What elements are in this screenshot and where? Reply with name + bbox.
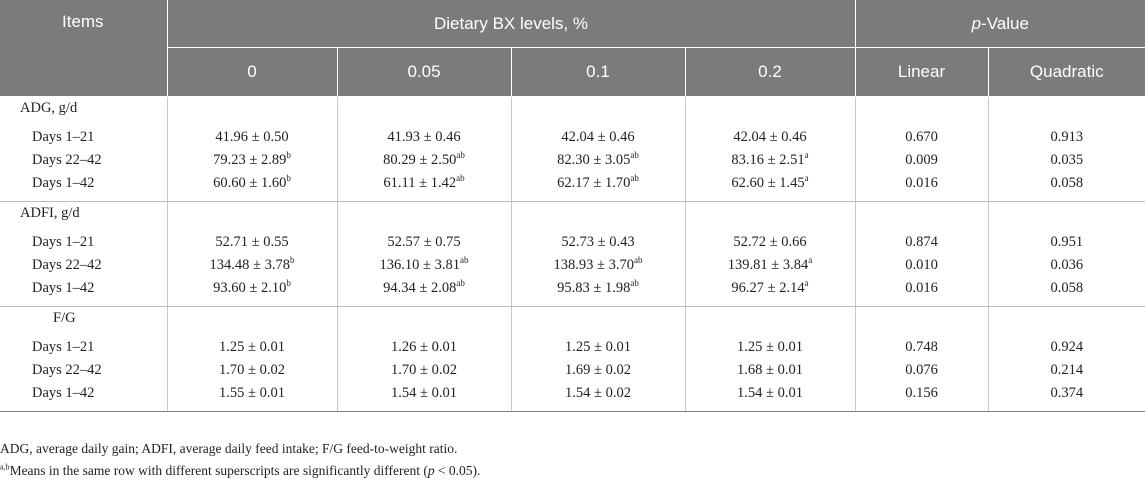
linear-value: 0.009 <box>854 149 988 172</box>
table-row: Days 1–21 52.71 ± 0.55 52.57 ± 0.75 52.7… <box>0 231 1145 254</box>
cell-value: 1.54 ± 0.01 <box>737 385 803 401</box>
cell-value: 1.26 ± 0.01 <box>391 339 457 355</box>
cell-value: 41.96 ± 0.50 <box>215 129 289 145</box>
row-label: Days 1–42 <box>32 175 95 191</box>
cell-value: 1.54 ± 0.02 <box>565 385 631 401</box>
quadratic-value: 0.374 <box>987 382 1145 412</box>
cell-value: 1.25 ± 0.01 <box>565 339 631 355</box>
cell-value: 60.60 ± 1.60 <box>213 175 287 191</box>
cell-value: 1.70 ± 0.02 <box>219 362 285 378</box>
level-header-0-05: 0.05 <box>336 47 512 97</box>
pvalue-header: p-Value <box>854 0 1145 48</box>
cell-value: 136.10 ± 3.81 <box>379 257 460 273</box>
cell-value: 79.23 ± 2.89 <box>213 152 287 168</box>
cell-value: 1.25 ± 0.01 <box>219 339 285 355</box>
quadratic-value: 0.036 <box>987 254 1145 277</box>
group-label: ADFI, g/d <box>20 205 80 221</box>
cell-value: 1.55 ± 0.01 <box>219 385 285 401</box>
results-table: Items Dietary BX levels, % p-Value 0 0.0… <box>0 0 1145 412</box>
quadratic-value: 0.913 <box>987 126 1145 149</box>
group-row-adg: ADG, g/d <box>0 96 1145 126</box>
cell-value: 52.57 ± 0.75 <box>387 234 461 250</box>
cell-value: 96.27 ± 2.14 <box>731 280 805 296</box>
level-header-0: 0 <box>166 47 338 97</box>
cell-value: 134.48 ± 3.78 <box>209 257 290 273</box>
cell-value: 80.29 ± 2.50 <box>383 152 457 168</box>
table-row: Days 22–42 1.70 ± 0.02 1.70 ± 0.02 1.69 … <box>0 359 1145 382</box>
cell-value: 1.25 ± 0.01 <box>737 339 803 355</box>
linear-value: 0.874 <box>854 231 988 254</box>
cell-value: 62.60 ± 1.45 <box>731 175 805 191</box>
table-row: Days 1–21 1.25 ± 0.01 1.26 ± 0.01 1.25 ±… <box>0 336 1145 359</box>
cell-value: 1.68 ± 0.01 <box>737 362 803 378</box>
results-table-wrapper: Items Dietary BX levels, % p-Value 0 0.0… <box>0 0 1145 412</box>
group-label: ADG, g/d <box>20 100 78 116</box>
linear-value: 0.670 <box>854 126 988 149</box>
row-label: Days 22–42 <box>32 362 102 378</box>
table-row: Days 22–42 79.23 ± 2.89b 80.29 ± 2.50ab … <box>0 149 1145 172</box>
quadratic-value: 0.951 <box>987 231 1145 254</box>
linear-value: 0.156 <box>854 382 988 412</box>
row-label: Days 1–21 <box>32 339 95 355</box>
table-row: Days 1–42 60.60 ± 1.60b 61.11 ± 1.42ab 6… <box>0 172 1145 202</box>
quadratic-value: 0.058 <box>987 172 1145 202</box>
linear-value: 0.076 <box>854 359 988 382</box>
table-row: Days 1–42 93.60 ± 2.10b 94.34 ± 2.08ab 9… <box>0 277 1145 307</box>
group-row-fg: F/G <box>0 306 1145 336</box>
level-header-0-2: 0.2 <box>684 47 856 97</box>
cell-value: 62.17 ± 1.70 <box>557 175 631 191</box>
cell-value: 95.83 ± 1.98 <box>557 280 631 296</box>
abbreviations-note: ADG, average daily gain; ADFI, average d… <box>0 441 458 456</box>
linear-value: 0.748 <box>854 336 988 359</box>
cell-value: 138.93 ± 3.70 <box>553 257 634 273</box>
group-row-adfi: ADFI, g/d <box>0 201 1145 231</box>
level-header-0-1: 0.1 <box>510 47 686 97</box>
cell-value: 61.11 ± 1.42 <box>383 175 457 191</box>
cell-value: 41.93 ± 0.46 <box>387 129 461 145</box>
cell-value: 42.04 ± 0.46 <box>561 129 635 145</box>
cell-value: 1.70 ± 0.02 <box>391 362 457 378</box>
table-row: Days 22–42 134.48 ± 3.78b 136.10 ± 3.81a… <box>0 254 1145 277</box>
cell-value: 52.72 ± 0.66 <box>733 234 807 250</box>
row-label: Days 1–42 <box>32 385 95 401</box>
quadratic-value: 0.214 <box>987 359 1145 382</box>
row-label: Days 1–42 <box>32 280 95 296</box>
items-header: Items <box>0 0 168 97</box>
quadratic-header: Quadratic <box>987 47 1145 97</box>
cell-value: 94.34 ± 2.08 <box>383 280 457 296</box>
significance-note: a,bMeans in the same row with different … <box>0 462 481 478</box>
cell-value: 1.54 ± 0.01 <box>391 385 457 401</box>
linear-value: 0.010 <box>854 254 988 277</box>
linear-value: 0.016 <box>854 277 988 307</box>
cell-value: 139.81 ± 3.84 <box>727 257 809 273</box>
row-label: Days 1–21 <box>32 234 95 250</box>
table-header: Items Dietary BX levels, % p-Value 0 0.0… <box>0 0 1145 97</box>
quadratic-value: 0.058 <box>987 277 1145 307</box>
row-label: Days 1–21 <box>32 129 95 145</box>
cell-value: 1.69 ± 0.02 <box>565 362 631 378</box>
cell-value: 82.30 ± 3.05 <box>557 152 631 168</box>
quadratic-value: 0.924 <box>987 336 1145 359</box>
group-label: F/G <box>53 310 76 326</box>
cell-value: 93.60 ± 2.10 <box>213 280 287 296</box>
table-row: Days 1–21 41.96 ± 0.50 41.93 ± 0.46 42.0… <box>0 126 1145 149</box>
linear-value: 0.016 <box>854 172 988 202</box>
cell-value: 83.16 ± 2.51 <box>731 152 805 168</box>
row-label: Days 22–42 <box>32 152 102 168</box>
cell-value: 52.73 ± 0.43 <box>561 234 635 250</box>
linear-header: Linear <box>854 47 989 97</box>
cell-value: 42.04 ± 0.46 <box>733 129 807 145</box>
cell-value: 52.71 ± 0.55 <box>215 234 289 250</box>
table-row: Days 1–42 1.55 ± 0.01 1.54 ± 0.01 1.54 ±… <box>0 382 1145 412</box>
quadratic-value: 0.035 <box>987 149 1145 172</box>
table-body: ADG, g/d Days 1–21 41.96 ± 0.50 41.93 ± … <box>0 96 1145 412</box>
row-label: Days 22–42 <box>32 257 102 273</box>
dietary-levels-header: Dietary BX levels, % <box>166 0 856 48</box>
